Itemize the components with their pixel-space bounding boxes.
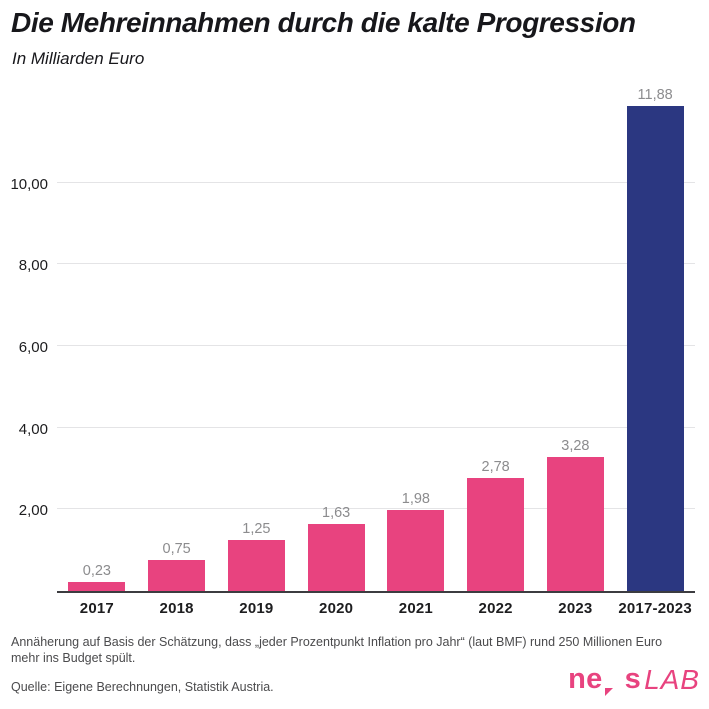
- y-axis-labels: 2,00 4,00 6,00 8,00 10,00: [0, 93, 48, 593]
- bar-2022: [467, 477, 525, 591]
- bar-value-label: 2,78: [481, 458, 510, 475]
- x-axis-label: 2020: [319, 600, 354, 617]
- bar-slot: 3,28: [536, 438, 616, 591]
- gridlines: [57, 93, 695, 591]
- bar-2018: [148, 560, 206, 591]
- speech-bubble-icon: [604, 672, 624, 696]
- source-note: Quelle: Eigene Berechnungen, Statistik A…: [11, 680, 274, 694]
- bar-2019: [227, 539, 285, 591]
- bar-value-label: 3,28: [561, 438, 590, 455]
- bar-value-label: 0,75: [162, 541, 191, 558]
- bar-value-label: 11,88: [637, 87, 673, 104]
- bar-slot: 1,25: [217, 521, 297, 591]
- bar-value-label: 1,63: [322, 505, 351, 522]
- bar-value-label: 1,25: [242, 520, 271, 537]
- bar-slot: 1,98: [376, 491, 456, 591]
- neoslab-logo: ne s LAB: [568, 663, 700, 696]
- bar-slot: 2,78: [456, 459, 536, 591]
- chart-title: Die Mehreinnahmen durch die kalte Progre…: [11, 7, 636, 38]
- logo-neos-suffix: s: [624, 663, 642, 695]
- x-axis-label: 2022: [478, 600, 513, 617]
- y-tick-label: 10,00: [10, 175, 48, 193]
- x-axis-label: 2017: [79, 600, 114, 617]
- y-tick-label: 6,00: [18, 339, 48, 357]
- bar-2020: [307, 524, 365, 591]
- chart-subtitle: In Milliarden Euro: [12, 49, 145, 68]
- gridline: [57, 181, 695, 183]
- bar-2017-2023: [626, 106, 684, 591]
- bar-value-label: 0,23: [82, 562, 111, 579]
- y-tick-label: 2,00: [18, 502, 48, 520]
- gridline: [57, 508, 695, 510]
- x-axis-label: 2017-2023: [618, 600, 692, 617]
- y-tick-label: 8,00: [18, 257, 48, 275]
- y-tick-label: 4,00: [18, 420, 48, 438]
- x-axis-label: 2023: [558, 600, 593, 617]
- bar-slot: 0,23: [57, 563, 137, 591]
- x-axis-labels: 2017 2018 2019 2020 2021 2022 2023 2017-2023: [57, 593, 695, 617]
- bar-chart: 2,00 4,00 6,00 8,00 10,00 0,23 0,75 1,25 1,63 1,…: [10, 87, 695, 617]
- logo-neos-wordmark: ne s: [568, 663, 642, 696]
- bar-2023: [546, 457, 604, 591]
- bar-slot: 0,75: [137, 541, 217, 591]
- bars: 0,23 0,75 1,25 1,63 1,98 2,78 3,28 11,88: [57, 87, 695, 591]
- x-axis-label: 2018: [159, 600, 194, 617]
- logo-neos-prefix: ne: [568, 663, 603, 695]
- x-axis-label: 2019: [239, 600, 274, 617]
- gridline: [57, 263, 695, 265]
- bar-value-label: 1,98: [401, 491, 430, 508]
- plot-area: 0,23 0,75 1,25 1,63 1,98 2,78 3,28 11,88: [57, 87, 695, 593]
- bar-2017: [68, 581, 126, 591]
- bar-slot: 11,88: [615, 87, 695, 591]
- logo-lab-wordmark: LAB: [644, 663, 700, 695]
- x-axis-label: 2021: [398, 600, 433, 617]
- gridline: [57, 426, 695, 428]
- gridline: [57, 345, 695, 347]
- bar-slot: 1,63: [296, 505, 376, 591]
- bar-2021: [387, 510, 445, 591]
- footnote: Annäherung auf Basis der Schätzung, dass…: [11, 635, 663, 665]
